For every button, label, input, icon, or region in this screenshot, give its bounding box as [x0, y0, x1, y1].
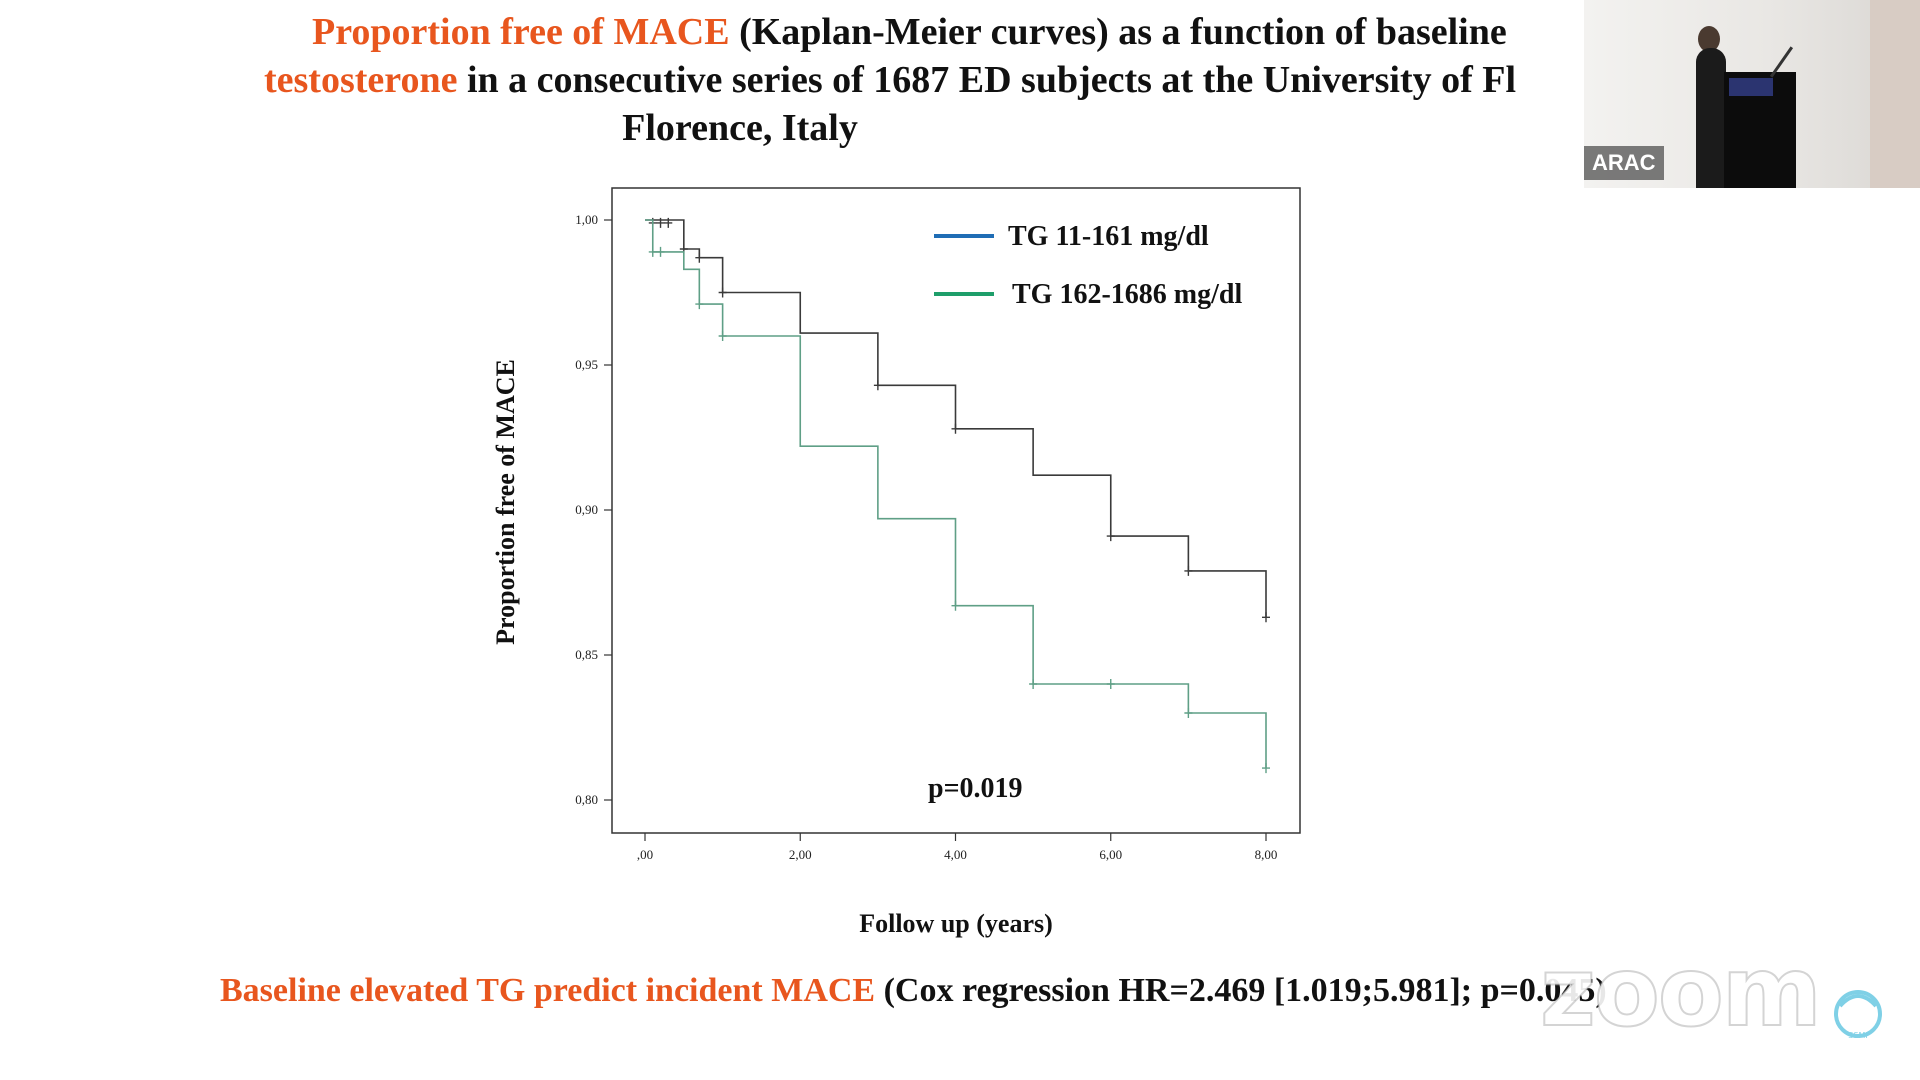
slide-title: Proportion free of MACE (Kaplan-Meier cu…: [240, 8, 1585, 152]
video-wall: [1870, 0, 1920, 188]
legend-label-series-2: TG 162-1686 mg/dl: [1012, 279, 1242, 310]
y-tick-label: 0,90: [575, 502, 598, 517]
legend-label-series-1: TG 11-161 mg/dl: [1008, 221, 1209, 252]
title-line-1-text: (Kaplan-Meier curves) as a function of b…: [729, 11, 1507, 53]
participant-name-tag: ARAC: [1584, 146, 1664, 180]
title-line-3: Florence, Italy: [622, 107, 858, 149]
censor-mark-series-1: [1106, 531, 1115, 542]
p-value-annotation: p=0.019: [928, 773, 1023, 804]
censor-mark-series-2: [1106, 679, 1115, 689]
y-axis-label: Proportion free of MACE: [491, 359, 520, 645]
title-line-2-text: in a consecutive series of 1687 ED subje…: [457, 59, 1517, 101]
censor-mark-series-1: [656, 217, 665, 228]
footer-highlight: Baseline elevated TG predict incident MA…: [220, 972, 876, 1009]
censor-mark-series-1: [1262, 612, 1270, 623]
censor-mark-series-1: [951, 423, 960, 434]
censor-mark-series-2: [1262, 763, 1270, 774]
title-line-1: Proportion free of MACE (Kaplan-Meier cu…: [240, 8, 1585, 56]
censor-mark-series-2: [1184, 708, 1193, 718]
censor-mark-series-2: [695, 299, 704, 310]
footer-text: (Cox regression HR=2.469 [1.019;5.981]; …: [875, 972, 1607, 1009]
title-line-2: testosterone in a consecutive series of …: [240, 56, 1585, 104]
censor-mark-series-2: [656, 246, 665, 257]
speaker-head: [1698, 26, 1720, 52]
title-highlight-mace: Proportion free of MACE: [312, 11, 730, 53]
x-axis-label: Follow up (years): [859, 909, 1053, 938]
x-tick-label: 6,00: [1099, 847, 1122, 862]
censor-mark-series-2: [1029, 679, 1038, 689]
km-curve-series-2: [645, 219, 1267, 769]
censor-mark-series-1: [664, 217, 673, 228]
censor-mark-series-1: [873, 380, 882, 391]
slide-footer: Baseline elevated TG predict incident MA…: [220, 972, 1607, 1010]
x-tick-label: 4,00: [944, 847, 967, 862]
y-tick-label: 0,80: [575, 792, 598, 807]
censor-mark-series-2: [951, 600, 960, 611]
speaker-figure: [1696, 48, 1726, 188]
title-highlight-testosterone: testosterone: [264, 59, 458, 101]
society-logo-icon: SSMI: [1834, 990, 1882, 1040]
y-tick-label: 0,95: [575, 357, 598, 372]
zoom-watermark: zoom: [1539, 935, 1823, 1049]
censor-mark-series-2: [648, 246, 657, 257]
podium-screen: [1729, 78, 1773, 96]
y-tick-label: 1,00: [575, 212, 598, 227]
x-tick-label: 8,00: [1255, 847, 1278, 862]
censor-mark-series-2: [718, 331, 727, 341]
censor-mark-series-1: [695, 252, 704, 263]
x-tick-label: ,00: [637, 847, 653, 862]
y-tick-label: 0,85: [575, 647, 598, 662]
censor-mark-series-1: [718, 287, 727, 298]
svg-text:SSMI: SSMI: [1848, 1031, 1867, 1040]
x-tick-label: 2,00: [789, 847, 812, 862]
speaker-video-thumbnail[interactable]: ARAC: [1584, 0, 1920, 188]
censor-mark-series-1: [1184, 565, 1193, 576]
